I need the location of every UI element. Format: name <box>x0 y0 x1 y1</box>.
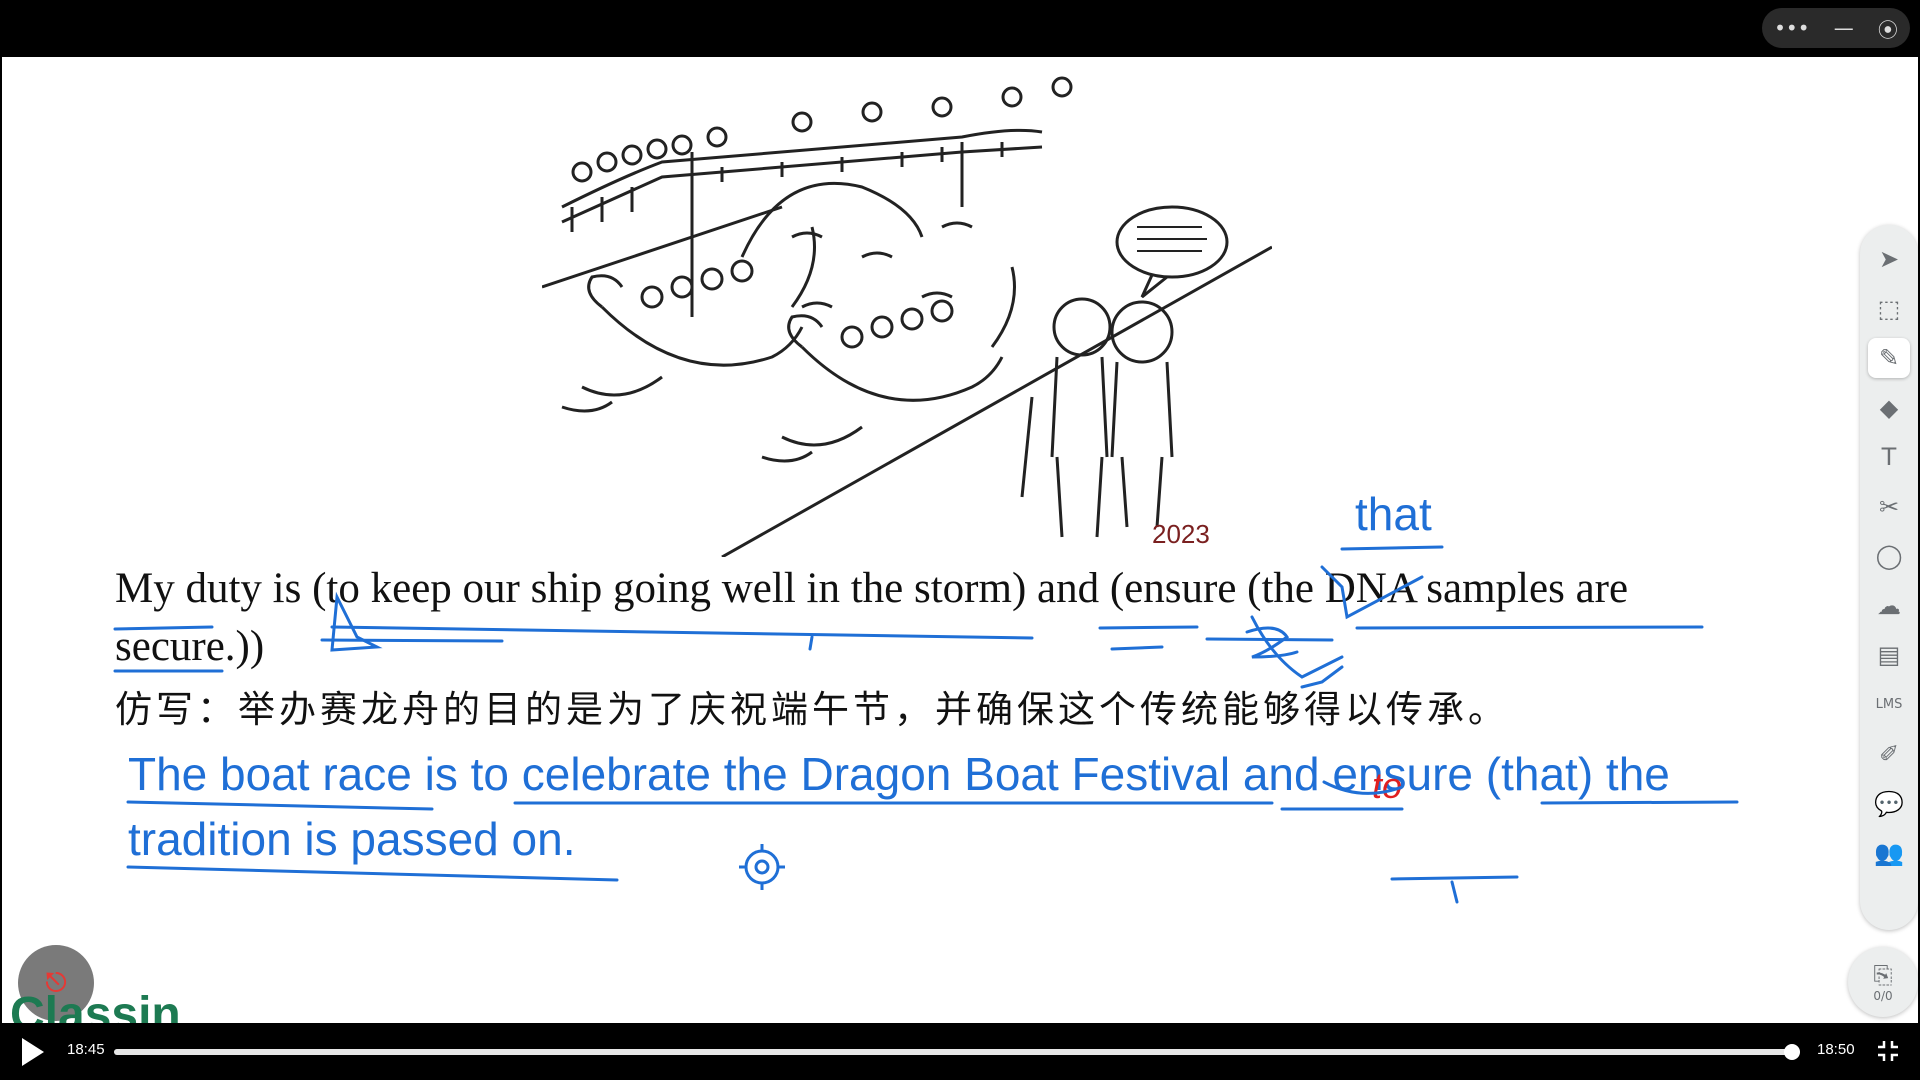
record-icon[interactable]: ⦿ <box>1877 17 1898 42</box>
pdf-icon: ⎋ <box>45 967 67 998</box>
handwritten-to-note: to <box>1372 765 1403 806</box>
more-options-icon[interactable]: ••• <box>1774 16 1810 40</box>
cloud-icon[interactable]: ☁ <box>1877 591 1901 620</box>
page-counter: 0/0 <box>1873 989 1893 1003</box>
scissors-icon[interactable]: ✂ <box>1878 492 1900 521</box>
page-counter-button[interactable]: ⎘ 0/0 <box>1848 947 1918 1017</box>
top-bar: ••• — ⦿ <box>0 0 1920 56</box>
pages-icon: ⎘ <box>1873 961 1893 989</box>
whiteboard[interactable]: 2023 My duty is (to keep our ship going … <box>2 57 1918 1023</box>
laser-pointer-icon[interactable] <box>737 842 787 892</box>
player-bar: 18:45 18:50 <box>0 1024 1920 1080</box>
users-icon[interactable]: 👥 <box>1874 839 1904 867</box>
fullscreen-exit-icon[interactable] <box>1876 1039 1900 1063</box>
year-label: 2023 <box>1152 519 1210 549</box>
example-sentence-line1: My duty is (to keep our ship going well … <box>115 565 1629 612</box>
shape-icon[interactable]: ◯ <box>1875 542 1903 570</box>
window-controls: ••• — ⦿ <box>1762 8 1910 48</box>
pdf-button[interactable]: ⎋ <box>18 945 94 1021</box>
classin-logo: Classin <box>10 988 181 1023</box>
progress-fill <box>114 1049 1793 1055</box>
example-sentence-line2: secure.)) <box>115 623 265 670</box>
current-time: 18:45 <box>67 1041 105 1058</box>
progress-handle[interactable] <box>1784 1044 1801 1060</box>
lms-icon[interactable]: LMS <box>1875 697 1903 712</box>
eraser-icon[interactable]: ◆ <box>1879 393 1899 422</box>
pen-icon[interactable]: ✎ <box>1868 338 1910 378</box>
whiteboard-toolbar: ➤ ⬚ ✎ ◆ T ✂ ◯ ☁ ▤ LMS ✐ 💬 👥 <box>1860 225 1918 930</box>
edit-icon[interactable]: ✐ <box>1878 740 1900 768</box>
play-icon[interactable] <box>22 1038 44 1066</box>
answer-line1: The boat race is to celebrate the Dragon… <box>128 748 1670 800</box>
pointer-icon[interactable]: ➤ <box>1878 245 1900 273</box>
minimize-icon[interactable]: — <box>1833 16 1854 40</box>
handwritten-that-note: that <box>1355 488 1432 540</box>
text-icon[interactable]: T <box>1881 443 1897 471</box>
total-time: 18:50 <box>1817 1041 1855 1058</box>
chat-icon[interactable]: 💬 <box>1874 789 1904 818</box>
dragon-boat-illustration-icon <box>542 76 1272 557</box>
answer-line2: tradition is passed on. <box>128 813 576 865</box>
selection-icon[interactable]: ⬚ <box>1877 294 1901 323</box>
chinese-prompt: 仿写：举办赛龙舟的目的是为了庆祝端午节，并确保这个传统能够得以传承。 <box>115 688 1509 731</box>
toolbox-icon[interactable]: ▤ <box>1877 641 1901 669</box>
progress-track[interactable] <box>114 1044 1801 1060</box>
